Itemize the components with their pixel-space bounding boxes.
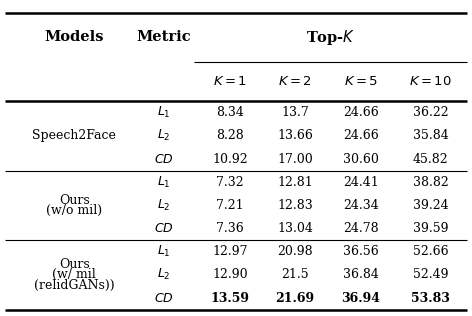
Text: (w/o mil): (w/o mil) <box>46 204 102 217</box>
Text: 24.66: 24.66 <box>343 129 379 143</box>
Text: Metric: Metric <box>137 30 191 44</box>
Text: Models: Models <box>44 30 104 44</box>
Text: 24.78: 24.78 <box>343 222 379 235</box>
Text: 36.84: 36.84 <box>343 268 379 282</box>
Text: Ours: Ours <box>59 194 90 207</box>
Text: 36.94: 36.94 <box>342 292 380 305</box>
Text: 52.49: 52.49 <box>413 268 448 282</box>
Text: $CD$: $CD$ <box>154 222 174 235</box>
Text: $K=1$: $K=1$ <box>213 75 247 88</box>
Text: $K=10$: $K=10$ <box>409 75 452 88</box>
Text: 12.83: 12.83 <box>277 199 313 212</box>
Text: 13.59: 13.59 <box>211 292 250 305</box>
Text: $K=2$: $K=2$ <box>278 75 312 88</box>
Text: 10.92: 10.92 <box>212 153 248 166</box>
Text: 8.28: 8.28 <box>216 129 244 143</box>
Text: 12.97: 12.97 <box>212 245 248 258</box>
Text: 17.00: 17.00 <box>277 153 313 166</box>
Text: 36.22: 36.22 <box>413 106 448 119</box>
Text: 20.98: 20.98 <box>277 245 313 258</box>
Text: 12.81: 12.81 <box>277 176 313 189</box>
Text: $L_1$: $L_1$ <box>157 105 171 120</box>
Text: (w/ mil: (w/ mil <box>52 268 96 282</box>
Text: 21.69: 21.69 <box>276 292 314 305</box>
Text: (relidGANs)): (relidGANs)) <box>34 278 115 292</box>
Text: 7.36: 7.36 <box>216 222 244 235</box>
Text: 39.59: 39.59 <box>413 222 448 235</box>
Text: Top-$K$: Top-$K$ <box>306 27 355 47</box>
Text: 30.60: 30.60 <box>343 153 379 166</box>
Text: Ours: Ours <box>59 258 90 271</box>
Text: 13.7: 13.7 <box>281 106 309 119</box>
Text: 21.5: 21.5 <box>281 268 309 282</box>
Text: $L_2$: $L_2$ <box>157 198 171 213</box>
Text: 7.32: 7.32 <box>216 176 244 189</box>
Text: 35.84: 35.84 <box>413 129 448 143</box>
Text: 12.90: 12.90 <box>212 268 248 282</box>
Text: $L_2$: $L_2$ <box>157 267 171 283</box>
Text: 45.82: 45.82 <box>413 153 448 166</box>
Text: 24.41: 24.41 <box>343 176 379 189</box>
Text: $L_1$: $L_1$ <box>157 175 171 190</box>
Text: $K=5$: $K=5$ <box>344 75 378 88</box>
Text: 13.66: 13.66 <box>277 129 313 143</box>
Text: 7.21: 7.21 <box>216 199 244 212</box>
Text: $L_1$: $L_1$ <box>157 244 171 259</box>
Text: $CD$: $CD$ <box>154 153 174 166</box>
Text: $CD$: $CD$ <box>154 292 174 305</box>
Text: 13.04: 13.04 <box>277 222 313 235</box>
Text: $L_2$: $L_2$ <box>157 128 171 143</box>
Text: 52.66: 52.66 <box>413 245 448 258</box>
Text: Speech2Face: Speech2Face <box>33 129 116 143</box>
Text: 39.24: 39.24 <box>413 199 448 212</box>
Text: 24.66: 24.66 <box>343 106 379 119</box>
Text: 36.56: 36.56 <box>343 245 379 258</box>
Text: 24.34: 24.34 <box>343 199 379 212</box>
Text: 53.83: 53.83 <box>411 292 450 305</box>
Text: 38.82: 38.82 <box>413 176 448 189</box>
Text: 8.34: 8.34 <box>216 106 244 119</box>
